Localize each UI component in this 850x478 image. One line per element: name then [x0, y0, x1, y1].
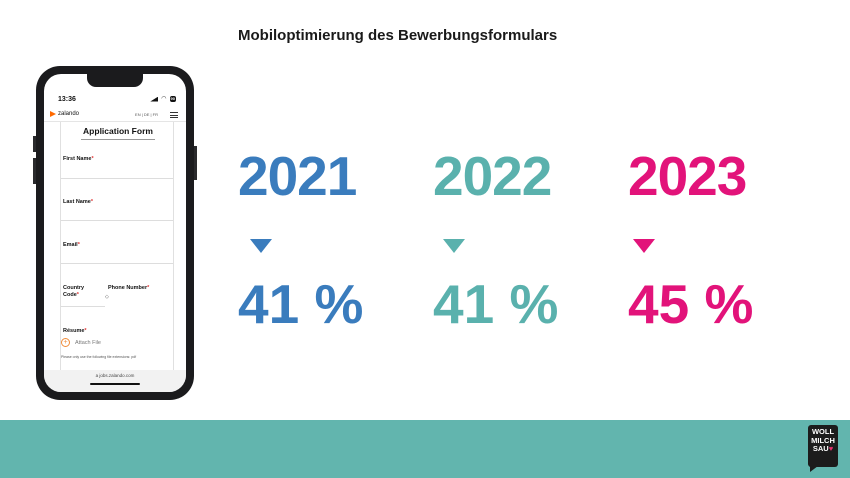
- slide-title: Mobiloptimierung des Bewerbungsformulars: [238, 27, 558, 44]
- zalando-logo-icon: [50, 111, 56, 117]
- file-extension-hint: Please only use the following file exten…: [61, 355, 137, 359]
- email-field[interactable]: [61, 263, 173, 264]
- status-time: 13:36: [58, 96, 76, 103]
- down-arrow-icon: [443, 239, 465, 253]
- zalando-logo[interactable]: zalando: [50, 111, 79, 117]
- phone-notch: [87, 74, 143, 87]
- percent-2022: 41 %: [433, 273, 559, 335]
- wifi-icon: ◠: [161, 96, 167, 102]
- application-form: Application Form First Name* Last Name* …: [60, 122, 174, 370]
- form-title: Application Form: [83, 126, 153, 136]
- country-code-field[interactable]: [61, 306, 105, 307]
- last-name-label: Last Name*: [63, 199, 93, 205]
- year-2023: 2023: [628, 145, 747, 207]
- country-code-label: Country Code*: [63, 285, 85, 298]
- battery-icon: 90: [169, 96, 176, 102]
- year-2021: 2021: [238, 145, 357, 207]
- status-icons: ◠ 90: [150, 96, 176, 102]
- phone-screen: 13:36 ◠ 90 zalando EN | DE | FR Applicat…: [44, 74, 186, 392]
- email-label: Email*: [63, 242, 80, 248]
- wollmilchsau-logo: WOLL MILCH SAU♥: [808, 425, 838, 467]
- browser-url-bar[interactable]: a jobs.zalando.com: [44, 370, 186, 392]
- logo-text: zalando: [58, 111, 80, 117]
- footer-bar: [0, 420, 850, 478]
- percent-2021: 41 %: [238, 273, 364, 335]
- attach-file-label: Attach File: [75, 339, 101, 346]
- home-indicator[interactable]: [90, 383, 140, 385]
- country-code-stepper-icon[interactable]: ◇: [105, 294, 109, 300]
- percent-2023: 45 %: [628, 273, 754, 335]
- signal-icon: [150, 96, 159, 102]
- first-name-label: First Name*: [63, 156, 94, 162]
- down-arrow-icon: [633, 239, 655, 253]
- hamburger-menu-icon[interactable]: [170, 112, 178, 118]
- url-text: a jobs.zalando.com: [95, 373, 135, 378]
- phone-volume-button: [33, 136, 36, 152]
- last-name-field[interactable]: [61, 220, 173, 221]
- language-switcher[interactable]: EN | DE | FR: [135, 112, 158, 117]
- attach-file-button[interactable]: + Attach File: [61, 338, 101, 347]
- year-2022: 2022: [433, 145, 552, 207]
- phone-power-button: [194, 146, 197, 180]
- plus-icon: +: [61, 338, 70, 347]
- resume-label: Résume*: [63, 328, 87, 334]
- logo-speech-tail: [810, 466, 818, 472]
- phone-volume-button: [33, 158, 36, 184]
- app-header: zalando EN | DE | FR: [44, 108, 186, 122]
- phone-mockup: 13:36 ◠ 90 zalando EN | DE | FR Applicat…: [33, 66, 197, 400]
- phone-number-label: Phone Number*: [108, 285, 150, 291]
- down-arrow-icon: [250, 239, 272, 253]
- form-title-underline: [81, 139, 155, 140]
- first-name-field[interactable]: [61, 178, 173, 179]
- heart-icon: ♥: [828, 444, 834, 453]
